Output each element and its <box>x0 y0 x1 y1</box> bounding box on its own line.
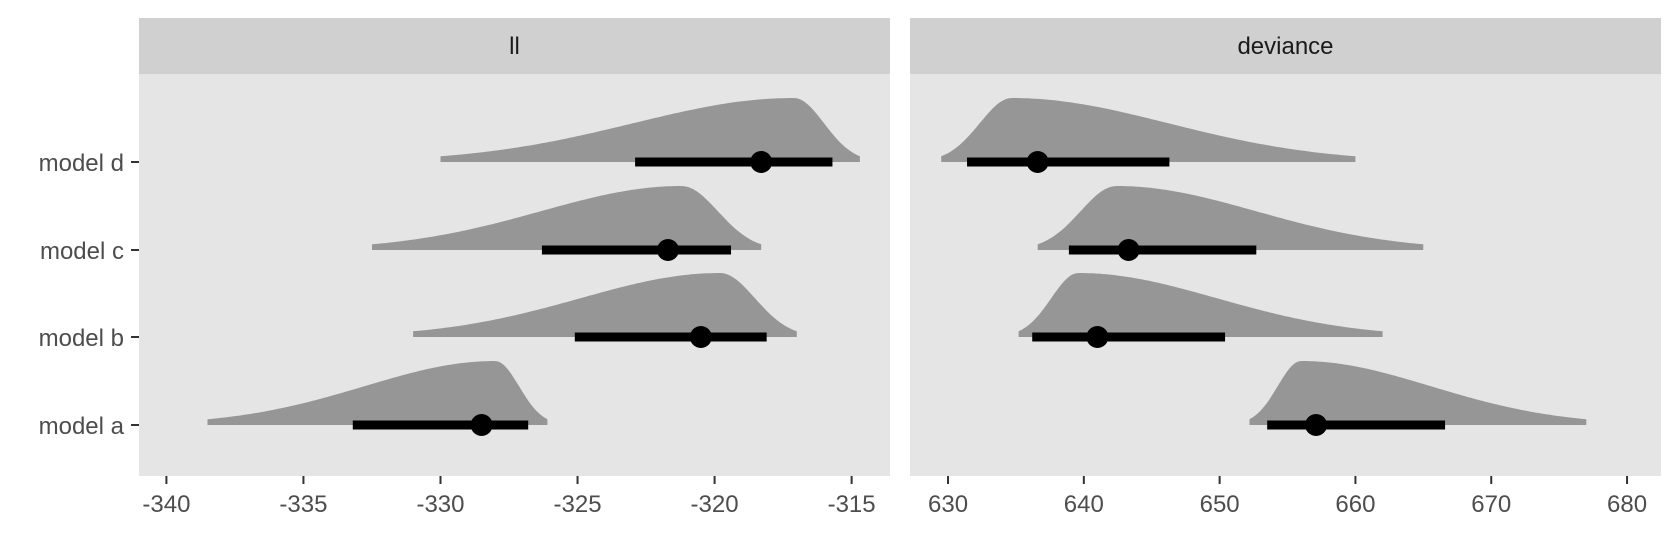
x-tick-label: -340 <box>142 491 190 518</box>
x-tick-label: -320 <box>691 491 739 518</box>
x-tick-label: 680 <box>1607 491 1647 518</box>
density-slab <box>413 273 797 337</box>
point-estimate <box>689 326 712 348</box>
density-slab <box>372 186 762 250</box>
density-slab <box>1037 186 1424 250</box>
density-slab <box>440 98 860 162</box>
panel-strip <box>910 18 1661 74</box>
y-tick-label: model a <box>39 413 125 440</box>
point-estimate <box>1305 414 1328 436</box>
x-tick-label: 670 <box>1471 491 1511 518</box>
y-tick-label: model c <box>40 238 124 265</box>
x-tick-label: 650 <box>1200 491 1240 518</box>
x-tick-label: 630 <box>928 491 968 518</box>
panel-strip <box>139 18 890 74</box>
point-estimate <box>1026 151 1049 173</box>
density-slab <box>1249 361 1587 425</box>
panel-title: ll <box>509 33 520 60</box>
y-axis: model a model b model c model d <box>39 150 139 440</box>
x-tick-label: 640 <box>1064 491 1104 518</box>
x-tick-label: -330 <box>416 491 464 518</box>
x-tick-label: 660 <box>1335 491 1375 518</box>
panel-deviance: deviance 630 640 650 660 670 680 <box>910 18 1661 518</box>
density-slab <box>1018 273 1383 337</box>
point-estimate <box>750 151 773 173</box>
density-slab <box>207 361 548 425</box>
panel-ll: ll -340 -335 -330 -325 -320 -315 <box>139 18 890 518</box>
point-estimate <box>656 239 679 261</box>
panel-title: deviance <box>1237 33 1333 60</box>
y-tick-label: model b <box>39 325 124 352</box>
point-estimate <box>1086 326 1109 348</box>
point-estimate <box>1117 239 1140 261</box>
density-slab <box>941 98 1356 162</box>
x-tick-label: -325 <box>554 491 602 518</box>
x-tick-label: -335 <box>279 491 327 518</box>
point-estimate <box>470 414 493 436</box>
y-tick-label: model d <box>39 150 124 177</box>
x-tick-label: -315 <box>828 491 876 518</box>
